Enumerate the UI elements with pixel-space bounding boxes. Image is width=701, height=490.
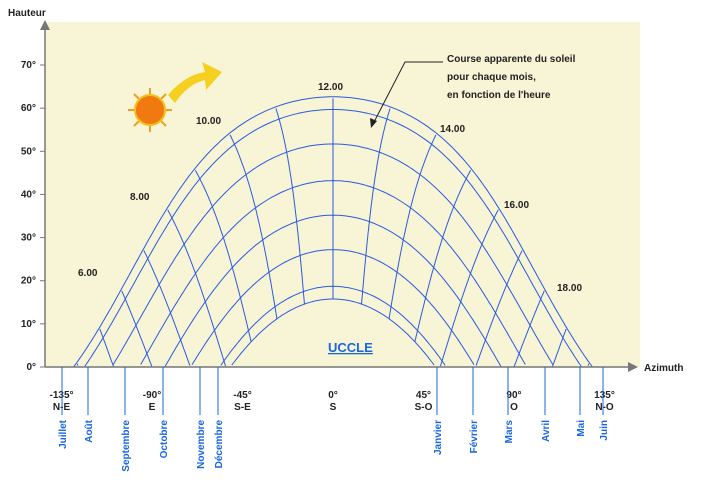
hour-line [587, 363, 590, 366]
x-axis-label: Azimuth [644, 363, 683, 374]
month-label: Décembre [214, 420, 225, 469]
hour-line [194, 169, 252, 342]
month-label: Avril [541, 420, 552, 442]
annotation-leader [372, 61, 443, 125]
y-tick-label: 70° [21, 60, 36, 71]
hour-label: 16.00 [504, 200, 529, 211]
month-label: Juillet [58, 419, 69, 449]
y-tick-label: 40° [21, 189, 36, 200]
x-direction-label: O [510, 402, 518, 413]
hour-label: 12.00 [318, 82, 343, 93]
x-tick-label: -45° [233, 390, 251, 401]
hour-line [414, 169, 472, 342]
hour-label: 10.00 [196, 116, 221, 127]
y-tick-label: 50° [21, 146, 36, 157]
y-tick-label: 10° [21, 319, 36, 330]
hour-line [121, 290, 153, 367]
x-tick-label: 135° [594, 390, 615, 401]
hour-label: 8.00 [130, 192, 150, 203]
month-label: Octobre [159, 420, 170, 459]
annotation: Course apparente du soleil [447, 54, 576, 65]
hour-line [76, 363, 79, 366]
hour-line [513, 290, 545, 367]
y-axis-label: Hauteur [8, 8, 46, 19]
y-tick-label: 60° [21, 103, 36, 114]
hour-label: 6.00 [78, 268, 98, 279]
month-label: Septembre [121, 420, 132, 472]
x-tick-label: -90° [143, 390, 161, 401]
y-tick-label: 30° [21, 233, 36, 244]
x-direction-label: S-E [234, 402, 251, 413]
annotation: en fonction de l'heure [447, 90, 551, 101]
month-label: Août [84, 419, 95, 442]
day-path [73, 96, 593, 368]
hour-line [361, 108, 391, 305]
y-axis-arrow [40, 20, 50, 30]
sun-icon [128, 88, 172, 132]
sun-paths [73, 96, 593, 368]
x-direction-label: S [330, 402, 337, 413]
hour-label: 14.00 [440, 124, 465, 135]
month-label: Mai [576, 420, 587, 437]
x-direction-label: N-O [595, 402, 614, 413]
annotation-arrowhead [370, 118, 377, 128]
month-label: Mars [504, 420, 515, 444]
hour-line [143, 250, 191, 366]
month-label: Juin [599, 420, 610, 441]
hour-line [440, 209, 499, 367]
month-label: Février [469, 420, 480, 453]
plot-background [45, 22, 640, 367]
hour-line [99, 328, 114, 367]
month-label: Novembre [196, 420, 207, 469]
hour-label: 18.00 [557, 283, 582, 294]
hour-line [388, 134, 437, 319]
y-tick-label: 0° [26, 362, 36, 373]
annotation: pour chaque mois, [447, 72, 536, 83]
x-axis-arrow [628, 362, 638, 372]
x-direction-label: E [149, 402, 156, 413]
motion-arrow [168, 62, 222, 103]
location-title: UCCLE [328, 340, 373, 355]
hour-line [229, 134, 278, 319]
hour-line [275, 108, 305, 305]
x-tick-label: 45° [416, 390, 431, 401]
x-tick-label: 90° [506, 390, 521, 401]
y-tick-label: 20° [21, 276, 36, 287]
hour-line [552, 328, 567, 367]
hour-line [167, 209, 226, 367]
hour-line [475, 250, 523, 366]
x-direction-label: S-O [415, 402, 433, 413]
x-tick-label: 0° [328, 390, 338, 401]
month-label: Janvier [433, 420, 444, 455]
